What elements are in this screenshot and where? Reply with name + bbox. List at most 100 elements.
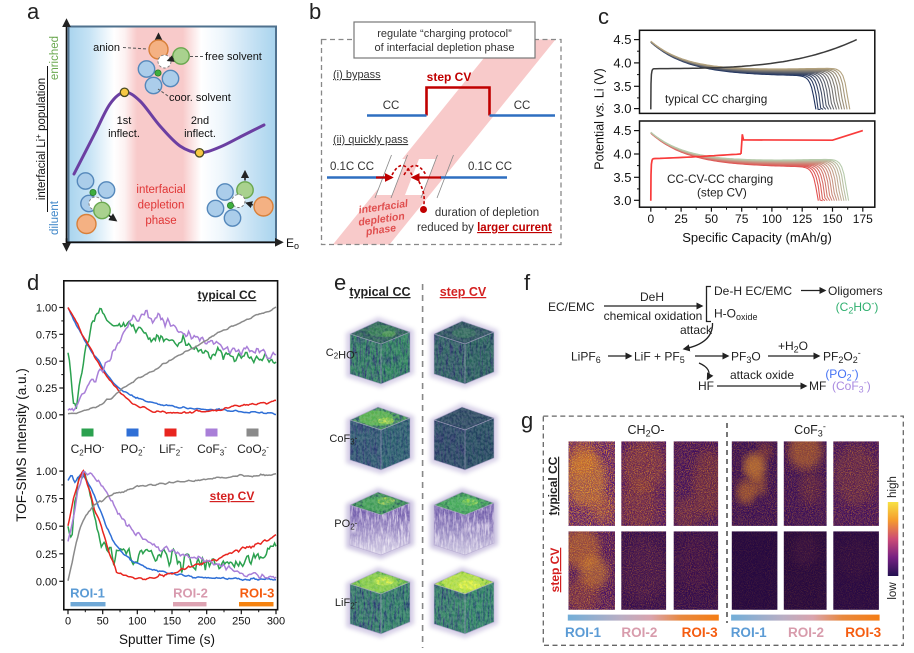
- svg-text:phase: phase: [364, 222, 397, 238]
- svg-text:(PO2-): (PO2-): [825, 366, 858, 383]
- svg-text:attack: attack: [680, 323, 713, 337]
- svg-text:0.25: 0.25: [36, 383, 57, 395]
- svg-text:0.75: 0.75: [36, 494, 57, 506]
- svg-text:ROI-1: ROI-1: [70, 586, 105, 601]
- svg-text:b: b: [309, 0, 321, 24]
- svg-text:CoF3-: CoF3-: [329, 433, 357, 447]
- svg-text:duration of depletion: duration of depletion: [435, 207, 539, 219]
- svg-text:ROI-3: ROI-3: [845, 625, 881, 640]
- svg-text:inflect.: inflect.: [184, 128, 216, 140]
- svg-text:step CV: step CV: [210, 489, 255, 503]
- svg-text:ROI-1: ROI-1: [731, 625, 767, 640]
- svg-text:ROI-2: ROI-2: [173, 586, 208, 601]
- svg-text:C2HO-: C2HO-: [71, 442, 105, 458]
- svg-text:attack oxide: attack oxide: [730, 368, 794, 382]
- svg-text:4.0: 4.0: [613, 55, 631, 70]
- svg-text:ROI-2: ROI-2: [621, 625, 657, 640]
- svg-text:interfacial: interfacial: [136, 184, 185, 196]
- svg-text:LiF + PF5: LiF + PF5: [634, 350, 685, 366]
- svg-text:0.50: 0.50: [36, 521, 57, 533]
- svg-text:De-H EC/EMC: De-H EC/EMC: [714, 284, 792, 298]
- svg-text:DeH: DeH: [640, 290, 664, 304]
- svg-text:1.00: 1.00: [36, 303, 57, 315]
- svg-text:high: high: [887, 476, 899, 498]
- svg-text:1st: 1st: [117, 115, 132, 127]
- svg-text:typical CC: typical CC: [349, 285, 410, 299]
- svg-text:ROI-3: ROI-3: [682, 625, 718, 640]
- svg-text:150: 150: [163, 616, 181, 628]
- svg-text:PF3O: PF3O: [731, 350, 761, 366]
- svg-text:4.5: 4.5: [613, 32, 631, 47]
- svg-text:0.50: 0.50: [36, 356, 57, 368]
- svg-text:d: d: [27, 270, 39, 295]
- svg-text:C2HO-: C2HO-: [326, 347, 358, 362]
- svg-text:0.25: 0.25: [36, 549, 57, 561]
- svg-text:Sputter Time (s): Sputter Time (s): [119, 632, 215, 647]
- svg-text:CoF3-: CoF3-: [794, 422, 826, 439]
- svg-text:phase: phase: [145, 215, 176, 227]
- svg-text:CH2O-: CH2O-: [628, 423, 665, 439]
- svg-text:CoO2-: CoO2-: [237, 442, 269, 458]
- svg-text:ROI-2: ROI-2: [788, 625, 824, 640]
- svg-text:Potential vs. Li (V): Potential vs. Li (V): [593, 68, 607, 169]
- svg-text:LiF2-: LiF2-: [335, 597, 358, 611]
- svg-text:anion: anion: [93, 42, 120, 54]
- svg-text:regulate “charging protocol”: regulate “charging protocol”: [377, 28, 512, 40]
- svg-text:CC: CC: [514, 100, 531, 112]
- svg-text:enriched: enriched: [49, 36, 61, 80]
- svg-text:coor. solvent: coor. solvent: [169, 92, 231, 104]
- svg-text:step CV: step CV: [440, 285, 487, 299]
- svg-text:4.0: 4.0: [613, 147, 631, 162]
- svg-text:Specific Capacity (mAh/g): Specific Capacity (mAh/g): [682, 230, 832, 245]
- svg-text:typical CC charging: typical CC charging: [665, 92, 767, 106]
- svg-text:3.5: 3.5: [613, 170, 631, 185]
- svg-text:PO2-: PO2-: [121, 442, 146, 458]
- svg-text:of interfacial depletion phase: of interfacial depletion phase: [374, 42, 514, 54]
- svg-text:MF: MF: [809, 379, 826, 393]
- svg-text:LiPF6: LiPF6: [571, 350, 601, 366]
- svg-text:typical CC: typical CC: [198, 288, 257, 302]
- svg-text:free solvent: free solvent: [205, 51, 262, 63]
- svg-text:depletion: depletion: [138, 200, 185, 212]
- svg-text:200: 200: [198, 616, 216, 628]
- svg-text:100: 100: [762, 212, 782, 226]
- svg-text:interfacial Li+ population: interfacial Li+ population: [34, 78, 48, 200]
- svg-text:175: 175: [853, 212, 873, 226]
- svg-text:3.5: 3.5: [613, 79, 631, 94]
- svg-text:LiF2-: LiF2-: [159, 442, 183, 458]
- svg-text:125: 125: [792, 212, 812, 226]
- svg-text:0.00: 0.00: [36, 576, 57, 588]
- svg-text:H-Ooxide: H-Ooxide: [714, 307, 758, 323]
- svg-text:CC-CV-CC charging: CC-CV-CC charging: [667, 172, 773, 186]
- svg-text:0: 0: [65, 616, 71, 628]
- svg-text:100: 100: [128, 616, 146, 628]
- svg-text:PO2-: PO2-: [334, 518, 357, 532]
- svg-text:low: low: [887, 582, 899, 600]
- svg-text:chemical oxidation: chemical oxidation: [604, 309, 703, 323]
- svg-text:0: 0: [647, 212, 654, 226]
- svg-text:25: 25: [674, 212, 688, 226]
- svg-text:Oligomers: Oligomers: [828, 284, 883, 298]
- svg-text:0.75: 0.75: [36, 329, 57, 341]
- svg-text:CC: CC: [383, 100, 400, 112]
- svg-text:250: 250: [232, 616, 250, 628]
- svg-text:EC/EMC: EC/EMC: [548, 300, 595, 314]
- svg-text:(CoF3-): (CoF3-): [832, 378, 871, 395]
- svg-text:4.5: 4.5: [613, 123, 631, 138]
- svg-text:1.00: 1.00: [36, 466, 57, 478]
- svg-text:+H2O: +H2O: [778, 339, 808, 355]
- svg-text:Eo: Eo: [286, 236, 299, 251]
- svg-text:(step CV): (step CV): [697, 186, 747, 200]
- svg-text:step CV: step CV: [548, 548, 562, 593]
- svg-text:ROI-1: ROI-1: [565, 625, 601, 640]
- svg-text:(ii) quickly pass: (ii) quickly pass: [333, 134, 409, 146]
- svg-text:inflect.: inflect.: [108, 128, 140, 140]
- svg-text:0.1C CC: 0.1C CC: [468, 161, 512, 173]
- svg-text:PF2O2-: PF2O2-: [823, 348, 861, 365]
- svg-text:150: 150: [822, 212, 842, 226]
- svg-text:75: 75: [735, 212, 749, 226]
- svg-text:2nd: 2nd: [191, 115, 209, 127]
- svg-text:HF: HF: [698, 379, 714, 393]
- svg-text:typical CC: typical CC: [546, 456, 560, 515]
- svg-text:(C2HO-): (C2HO-): [836, 299, 879, 316]
